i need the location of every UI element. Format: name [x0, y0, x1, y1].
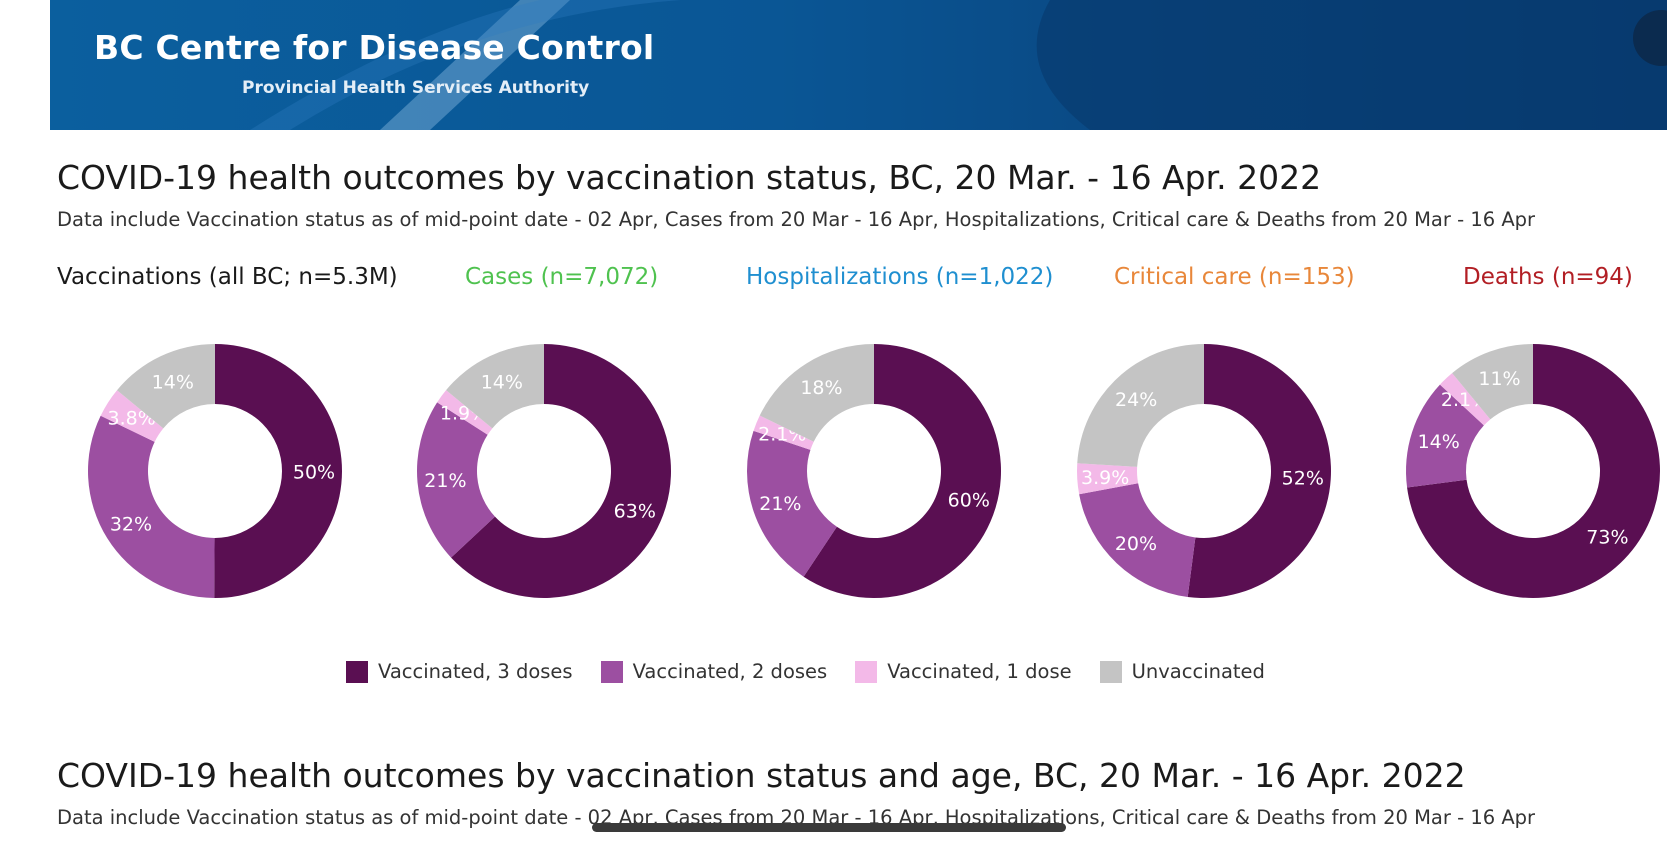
- brand-title: BC Centre for Disease Control: [94, 28, 655, 67]
- legend-swatch-2-doses: [600, 660, 623, 683]
- legend-label-2-doses: Vaccinated, 2 doses: [632, 660, 828, 683]
- brand-subtitle: Provincial Health Services Authority: [242, 78, 590, 98]
- donut-4-label-3-doses: 73%: [1586, 526, 1628, 548]
- donut-1-slice-1-dose: [437, 390, 493, 435]
- donut-3-slice-1-dose: [1077, 463, 1139, 495]
- legend-swatch-3-doses: [346, 660, 368, 683]
- panel-title-cases: Cases (n=7,072): [465, 264, 659, 290]
- donut-0-label-1-dose: 3.8%: [107, 408, 155, 430]
- donut-1-label-2-doses: 21%: [424, 470, 466, 492]
- donut-2-label-2-doses: 21%: [759, 493, 801, 515]
- donut-charts: 50%32%3.8%14%63%21%1.9%14%60%21%2.1%18%5…: [87, 344, 1660, 598]
- legend-swatch-unvaccinated: [1099, 660, 1122, 683]
- donut-2-slice-1-dose: [753, 415, 814, 450]
- donut-4-slice-unvaccinated: [1452, 344, 1533, 420]
- donut-1-label-unvaccinated: 14%: [481, 371, 523, 393]
- donut-3-label-2-doses: 20%: [1115, 533, 1157, 555]
- donut-3-label-unvaccinated: 24%: [1115, 389, 1157, 411]
- donut-0-slice-3-doses: [214, 344, 342, 598]
- legend-item-2-doses: Vaccinated, 2 doses: [600, 660, 828, 683]
- donut-0-label-2-doses: 32%: [110, 513, 152, 535]
- section1-note: Data include Vaccination status as of mi…: [57, 208, 1536, 231]
- donut-2-label-3-doses: 60%: [948, 490, 990, 512]
- legend: Vaccinated, 3 doses Vaccinated, 2 doses …: [346, 660, 1293, 683]
- panel-title-deaths: Deaths (n=94): [1463, 264, 1633, 290]
- donut-0-slice-unvaccinated: [117, 344, 215, 429]
- donut-4-slice-2-doses: [1405, 384, 1484, 488]
- donut-0-label-unvaccinated: 14%: [152, 371, 194, 393]
- donut-0-label-3-doses: 50%: [293, 461, 335, 483]
- donut-1-label-3-doses: 63%: [614, 500, 656, 522]
- panel-title-vaccinations: Vaccinations (all BC; n=5.3M): [57, 264, 398, 290]
- donut-4-label-2-doses: 14%: [1418, 431, 1460, 453]
- section2-note: Data include Vaccination status as of mi…: [57, 806, 1536, 829]
- donut-3-slice-unvaccinated: [1077, 344, 1204, 467]
- panel-title-hospitalizations: Hospitalizations (n=1,022): [746, 264, 1054, 290]
- legend-item-unvaccinated: Unvaccinated: [1099, 660, 1265, 683]
- donut-3-slice-2-doses: [1079, 483, 1196, 597]
- legend-swatch-1-dose: [855, 660, 878, 683]
- donut-2-slice-unvaccinated: [759, 344, 874, 442]
- donut-3-label-3-doses: 52%: [1282, 467, 1324, 489]
- section1-title: COVID-19 health outcomes by vaccination …: [57, 158, 1322, 197]
- legend-item-3-doses: Vaccinated, 3 doses: [346, 660, 573, 683]
- panel-title-critical-care: Critical care (n=153): [1114, 264, 1355, 290]
- donut-3-slice-3-doses: [1187, 344, 1331, 598]
- donut-4-slice-3-doses: [1407, 344, 1660, 598]
- legend-label-1-dose: Vaccinated, 1 dose: [887, 660, 1072, 683]
- donut-1-slice-3-doses: [451, 344, 671, 598]
- donut-0-slice-2-doses: [87, 415, 215, 598]
- donut-2-slice-2-doses: [746, 430, 837, 577]
- scroll-indicator[interactable]: [592, 823, 1066, 832]
- donut-2-slice-3-doses: [803, 344, 1001, 598]
- donut-0-slice-1-dose: [100, 390, 164, 442]
- section2-title: COVID-19 health outcomes by vaccination …: [57, 756, 1466, 795]
- legend-item-1-dose: Vaccinated, 1 dose: [855, 660, 1072, 683]
- banner-decoration: [250, 0, 1667, 130]
- donut-2-label-unvaccinated: 18%: [800, 377, 842, 399]
- donut-3-label-1-dose: 3.9%: [1081, 467, 1129, 489]
- donut-1-slice-unvaccinated: [446, 344, 544, 429]
- donut-4-slice-1-dose: [1439, 373, 1491, 426]
- legend-label-unvaccinated: Unvaccinated: [1131, 660, 1265, 683]
- header-banner: BC Centre for Disease Control Provincial…: [50, 0, 1667, 130]
- donut-4-label-unvaccinated: 11%: [1478, 368, 1520, 390]
- legend-label-3-doses: Vaccinated, 3 doses: [378, 660, 573, 683]
- donut-1-slice-2-doses: [417, 402, 495, 558]
